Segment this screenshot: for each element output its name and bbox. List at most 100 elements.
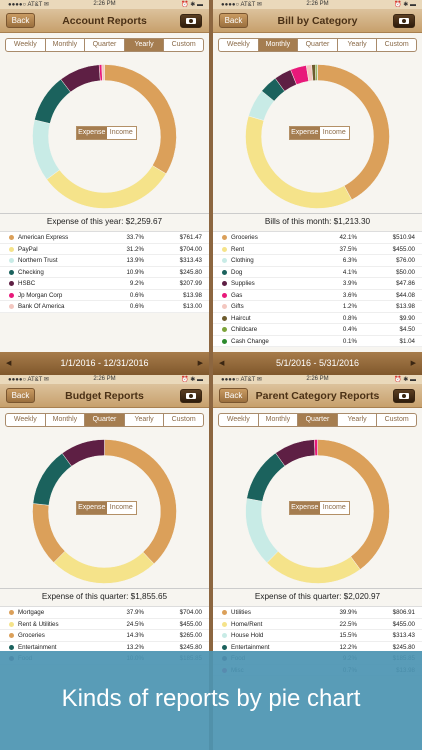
camera-icon[interactable]	[393, 14, 415, 28]
item-name: Jp Morgan Corp	[18, 291, 63, 299]
list-item[interactable]: Groceries 14.3% $265.00	[0, 630, 209, 642]
list-item[interactable]: Cash Change 0.1% $1.04	[213, 336, 422, 347]
page-title: Bill by Category	[277, 15, 358, 27]
back-button[interactable]: Back	[219, 13, 248, 28]
camera-icon[interactable]	[393, 389, 415, 403]
tab-monthly[interactable]: Monthly	[259, 414, 299, 426]
camera-icon[interactable]	[180, 389, 202, 403]
tab-weekly[interactable]: Weekly	[6, 414, 46, 426]
prev-arrow-icon[interactable]: ◀	[6, 360, 12, 367]
list-item[interactable]: House Hold 15.5% $313.43	[213, 630, 422, 642]
list-item[interactable]: Mortgage 37.9% $704.00	[0, 607, 209, 619]
carrier-label: ●●●●○ AT&T ✉	[8, 377, 49, 383]
toggle-income[interactable]: Income	[322, 504, 346, 511]
pie-slice[interactable]	[314, 439, 318, 456]
list-item[interactable]: HSBC 9.2% $207.99	[0, 278, 209, 290]
pie-slice[interactable]	[32, 503, 66, 563]
pie-slice[interactable]	[32, 119, 60, 180]
item-name: Northern Trust	[18, 257, 58, 264]
item-amount: $761.47	[179, 234, 202, 241]
tab-yearly[interactable]: Yearly	[124, 39, 165, 51]
toggle-income[interactable]: Income	[322, 129, 346, 136]
tab-custom[interactable]: Custom	[384, 41, 409, 48]
item-amount: $313.43	[392, 632, 415, 639]
total-label: Expense of this quarter: $1,855.65	[41, 592, 168, 601]
color-swatch	[222, 633, 227, 638]
pie-slice[interactable]	[266, 550, 361, 584]
pie-slice[interactable]	[34, 78, 71, 124]
list-item[interactable]: Clothing 6.3% $76.00	[213, 255, 422, 267]
toggle-expense[interactable]: Expense	[290, 127, 320, 139]
color-swatch	[9, 258, 14, 263]
pie-slice[interactable]	[61, 439, 105, 467]
list-item[interactable]: American Express 33.7% $761.47	[0, 232, 209, 244]
nav-bar: Back Budget Reports	[0, 384, 209, 408]
status-icons: ⏰ ✱ ▬	[181, 2, 203, 8]
back-button[interactable]: Back	[6, 388, 35, 403]
item-percent: 22.5%	[339, 620, 357, 628]
list-item[interactable]: Haircut 0.8% $9.90	[213, 313, 422, 324]
status-bar: ●●●●○ AT&T ✉ 2:26 PM ⏰ ✱ ▬	[0, 375, 209, 384]
list-item[interactable]: PayPal 31.2% $704.00	[0, 244, 209, 255]
list-item[interactable]: Utilities 39.9% $806.91	[213, 607, 422, 619]
item-name: Cash Change	[231, 337, 269, 345]
list-item[interactable]: Rent & Utilities 24.5% $455.00	[0, 619, 209, 630]
list-item[interactable]: Northern Trust 13.9% $313.43	[0, 255, 209, 267]
status-icons: ⏰ ✱ ▬	[394, 2, 416, 8]
pie-slice[interactable]	[104, 64, 177, 175]
back-button[interactable]: Back	[6, 13, 35, 28]
next-arrow-icon[interactable]: ▶	[410, 360, 416, 367]
list-item[interactable]: Gas 3.6% $44.08	[213, 290, 422, 301]
item-amount: $455.00	[179, 620, 202, 628]
tab-yearly[interactable]: Yearly	[338, 414, 378, 426]
tab-custom[interactable]: Custom	[384, 416, 409, 423]
color-swatch	[9, 633, 14, 638]
toggle-expense[interactable]: Expense	[290, 502, 320, 514]
list-item[interactable]: Jp Morgan Corp 0.6% $13.98	[0, 290, 209, 301]
item-percent: 4.1%	[342, 268, 357, 276]
tab-weekly[interactable]: Weekly	[6, 39, 46, 51]
toggle-income[interactable]: Income	[109, 129, 133, 136]
pie-slice[interactable]	[46, 165, 167, 209]
date-range-bar: ◀ 5/1/2016 - 5/31/2016 ▶	[213, 352, 422, 375]
item-percent: 37.9%	[126, 609, 144, 616]
back-button[interactable]: Back	[219, 388, 248, 403]
color-swatch	[222, 644, 227, 650]
tab-quarter[interactable]: Quarter	[85, 414, 125, 426]
toggle-income[interactable]: Income	[109, 504, 133, 511]
list-item[interactable]: Home/Rent 22.5% $455.00	[213, 619, 422, 630]
pie-slice[interactable]	[101, 64, 105, 81]
tab-monthly[interactable]: Monthly	[258, 39, 299, 51]
tab-quarter[interactable]: Quarter	[298, 39, 338, 51]
list-item[interactable]: Groceries 42.1% $510.94	[213, 232, 422, 244]
list-item[interactable]: Gifts 1.2% $13.98	[213, 301, 422, 313]
tab-monthly[interactable]: Monthly	[46, 39, 86, 51]
pie-slice[interactable]	[32, 452, 72, 506]
item-percent: 10.9%	[126, 268, 144, 276]
toggle-expense[interactable]: Expense	[77, 502, 107, 514]
list-item[interactable]: Bank Of America 0.6% $13.00	[0, 301, 209, 313]
tab-monthly[interactable]: Monthly	[46, 414, 86, 426]
tab-quarter[interactable]: Quarter	[298, 414, 338, 426]
tab-weekly[interactable]: Weekly	[219, 39, 259, 51]
pie-slice[interactable]	[53, 550, 155, 584]
toggle-expense[interactable]: Expense	[77, 127, 107, 139]
item-name: American Express	[18, 234, 69, 241]
tab-quarter[interactable]: Quarter	[85, 39, 125, 51]
list-item[interactable]: Dog 4.1% $50.00	[213, 267, 422, 278]
pie-slice[interactable]	[245, 498, 279, 564]
prev-arrow-icon[interactable]: ◀	[219, 360, 225, 367]
tab-custom[interactable]: Custom	[171, 416, 196, 423]
list-item[interactable]: Supplies 3.9% $47.86	[213, 278, 422, 290]
list-item[interactable]: Rent 37.5% $455.00	[213, 244, 422, 255]
tab-yearly[interactable]: Yearly	[125, 414, 165, 426]
tab-yearly[interactable]: Yearly	[338, 39, 378, 51]
list-item[interactable]: Checking 10.9% $245.80	[0, 267, 209, 278]
tab-custom[interactable]: Custom	[171, 41, 196, 48]
tab-weekly[interactable]: Weekly	[219, 414, 259, 426]
pie-slice[interactable]	[246, 452, 286, 502]
list-item[interactable]: Childcare 0.4% $4.50	[213, 324, 422, 336]
camera-icon[interactable]	[180, 14, 202, 28]
next-arrow-icon[interactable]: ▶	[197, 360, 203, 367]
period-segmented-control: Weekly Monthly Quarter Yearly Custom	[5, 38, 204, 52]
